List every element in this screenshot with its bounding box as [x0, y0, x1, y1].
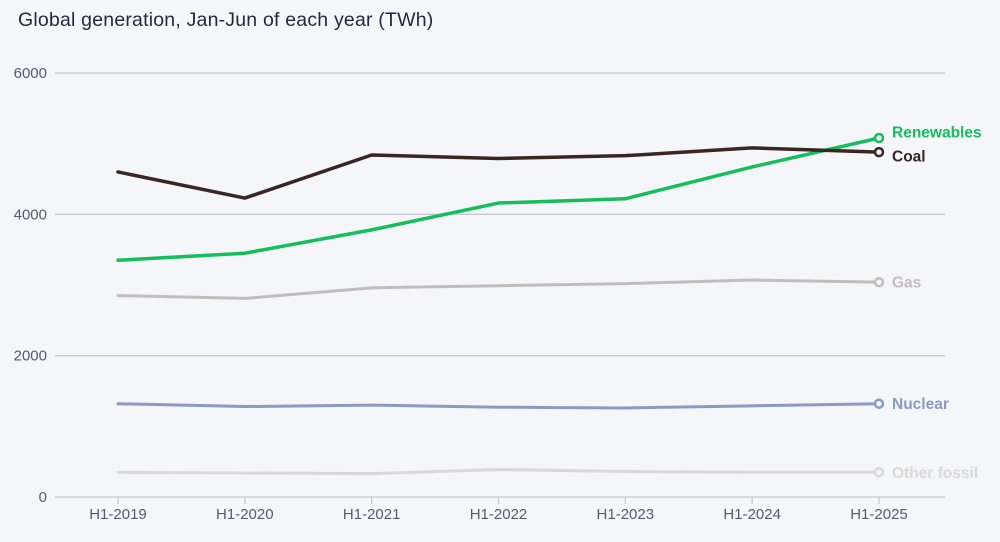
x-axis-tick-label: H1-2025: [850, 506, 908, 523]
x-axis-tick-label: H1-2019: [89, 506, 147, 523]
series-label-gas: Gas: [892, 275, 921, 292]
x-axis-tick-label: H1-2024: [723, 506, 781, 523]
series-label-nuclear: Nuclear: [892, 396, 949, 413]
chart-title: Global generation, Jan-Jun of each year …: [18, 9, 434, 31]
series-label-coal: Coal: [892, 149, 926, 166]
line-renewables: [116, 136, 881, 263]
x-axis-tick-label: H1-2023: [597, 506, 655, 523]
y-axis-tick-label: 2000: [14, 348, 47, 365]
y-axis-tick-label: 4000: [14, 206, 47, 223]
series-label-other-fossil: Other fossil: [892, 465, 978, 482]
x-axis-tick-label: H1-2020: [216, 506, 274, 523]
endpoint-marker-gas: [873, 276, 885, 288]
endpoint-marker-renewables: [873, 132, 885, 144]
line-gas: [116, 278, 881, 300]
y-axis-tick-label: 6000: [14, 65, 47, 82]
x-axis-tick-label: H1-2022: [470, 506, 528, 523]
line-nuclear: [116, 402, 881, 410]
x-axis-tick-label: H1-2021: [343, 506, 401, 523]
endpoint-marker-nuclear: [873, 398, 885, 409]
endpoint-marker-other-fossil: [873, 467, 885, 478]
endpoint-marker-coal: [873, 146, 885, 158]
line-other-fossil: [116, 467, 881, 476]
line-coal: [116, 146, 881, 200]
series-label-renewables: Renewables: [892, 125, 982, 142]
y-axis-tick-label: 0: [39, 489, 47, 506]
